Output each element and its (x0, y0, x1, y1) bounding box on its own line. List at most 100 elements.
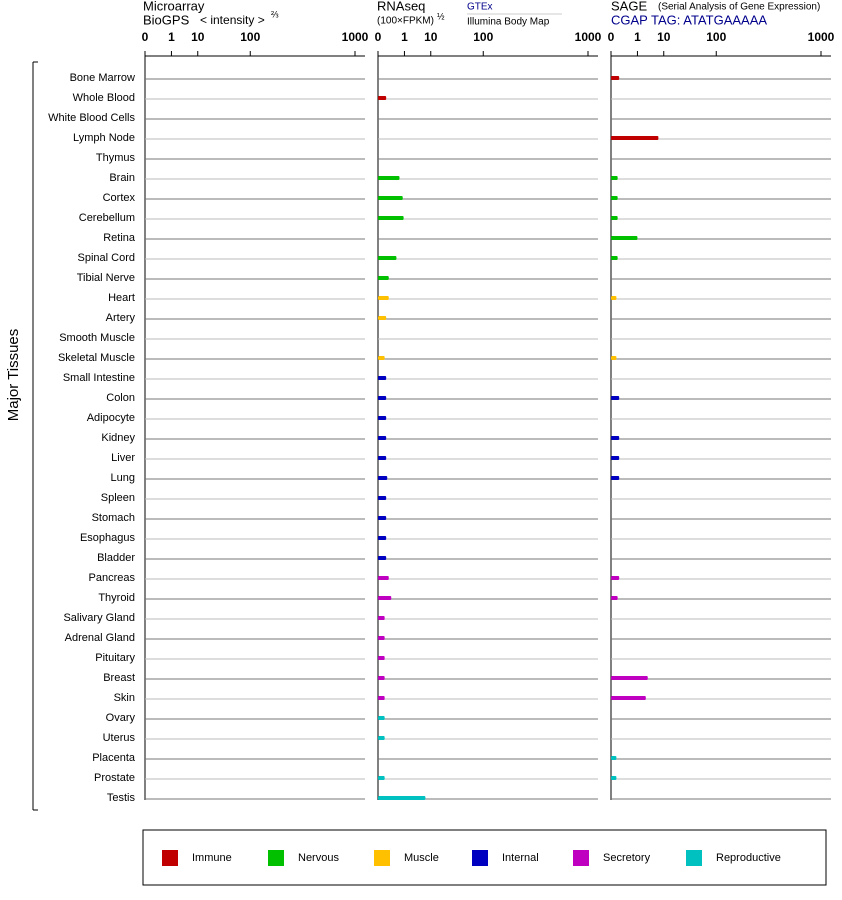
exponent: ½ (437, 11, 445, 21)
source: Illumina Body Map (467, 17, 550, 28)
bar (611, 296, 617, 300)
bar (378, 656, 385, 660)
x-tick-label: 10 (191, 30, 205, 44)
bar (378, 796, 426, 800)
bar (378, 476, 388, 480)
bar (378, 576, 389, 580)
legend-label: Immune (192, 852, 232, 864)
bar (611, 676, 648, 680)
x-tick-label: 1 (401, 30, 408, 44)
tissue-label: Bladder (97, 552, 135, 564)
legend-swatch (472, 850, 488, 866)
x-tick-label: 100 (473, 30, 493, 44)
x-tick-label: 1000 (808, 30, 835, 44)
bar (378, 496, 387, 500)
tissue-label: Bone Marrow (70, 72, 135, 84)
bar (611, 756, 617, 760)
sage-tag: CGAP TAG: ATATGAAAAA (611, 12, 767, 27)
bar (378, 456, 387, 460)
tissue-label: Lung (111, 472, 135, 484)
panel-title: Microarray (143, 0, 205, 13)
tissue-label: Retina (103, 232, 136, 244)
legend-label: Reproductive (716, 852, 781, 864)
bar (378, 376, 387, 380)
legend-swatch (374, 850, 390, 866)
bar (378, 96, 387, 100)
legend-label: Muscle (404, 852, 439, 864)
bar (378, 216, 404, 220)
tissue-label: Thymus (96, 152, 136, 164)
bar (611, 136, 659, 140)
bar (378, 536, 387, 540)
tissue-label: Colon (106, 392, 135, 404)
tissue-label: Pancreas (89, 572, 136, 584)
tissue-label: Liver (111, 452, 135, 464)
tissue-label: Heart (108, 292, 135, 304)
bar (378, 616, 385, 620)
source: GTEx (467, 2, 493, 13)
tissue-label: Spleen (101, 492, 135, 504)
tissue-label: Salivary Gland (63, 612, 135, 624)
bar (378, 176, 400, 180)
tissue-label: Kidney (101, 432, 135, 444)
x-tick-label: 0 (375, 30, 382, 44)
tissue-label: Lymph Node (73, 132, 135, 144)
bar (378, 696, 385, 700)
bar (611, 696, 646, 700)
tissue-label: Placenta (92, 752, 136, 764)
x-tick-label: 1 (168, 30, 175, 44)
tissue-label: Brain (109, 172, 135, 184)
bar (378, 416, 387, 420)
bar (611, 256, 618, 260)
bar (378, 736, 385, 740)
tissue-label: Uterus (103, 732, 136, 744)
legend-label: Nervous (298, 852, 339, 864)
x-tick-label: 1000 (575, 30, 602, 44)
bar (378, 596, 392, 600)
tissue-label: Stomach (92, 512, 135, 524)
x-tick-label: 10 (657, 30, 671, 44)
legend-label: Secretory (603, 852, 651, 864)
tissue-label: Skin (114, 692, 135, 704)
tissue-label: Breast (103, 672, 135, 684)
x-tick-label: 100 (240, 30, 260, 44)
bar (378, 396, 387, 400)
panel-subtitle: (100×FPKM) (377, 16, 434, 27)
y-axis-label: Major Tissues (5, 329, 22, 422)
x-tick-label: 10 (424, 30, 438, 44)
tissue-label: Smooth Muscle (59, 332, 135, 344)
legend-swatch (268, 850, 284, 866)
bar (611, 436, 620, 440)
tissue-label: Spinal Cord (78, 252, 135, 264)
legend-box (142, 829, 827, 886)
bar (378, 436, 387, 440)
bar (378, 676, 385, 680)
x-tick-label: 0 (142, 30, 149, 44)
x-tick-label: 1000 (342, 30, 369, 44)
tissue-label: White Blood Cells (48, 112, 135, 124)
tissue-label: Cortex (103, 192, 136, 204)
legend-swatch (573, 850, 589, 866)
tissue-label: Thyroid (98, 592, 135, 604)
bar (611, 216, 618, 220)
x-tick-label: 1 (634, 30, 641, 44)
panel-title: SAGE (611, 0, 647, 13)
axis-label: < intensity > (200, 13, 265, 27)
bar (378, 196, 403, 200)
bar (611, 396, 620, 400)
x-tick-label: 100 (706, 30, 726, 44)
tissue-label: Tibial Nerve (77, 272, 135, 284)
bar (378, 776, 385, 780)
bar (611, 596, 618, 600)
tissue-label: Testis (107, 792, 136, 804)
tissue-label: Skeletal Muscle (58, 352, 135, 364)
bar (378, 276, 389, 280)
bar (378, 716, 385, 720)
panel-subtitle: BioGPS (143, 12, 190, 27)
bar (611, 356, 617, 360)
bar (611, 196, 618, 200)
tissue-label: Esophagus (80, 532, 136, 544)
bar (378, 636, 385, 640)
tissue-label: Adrenal Gland (65, 632, 135, 644)
